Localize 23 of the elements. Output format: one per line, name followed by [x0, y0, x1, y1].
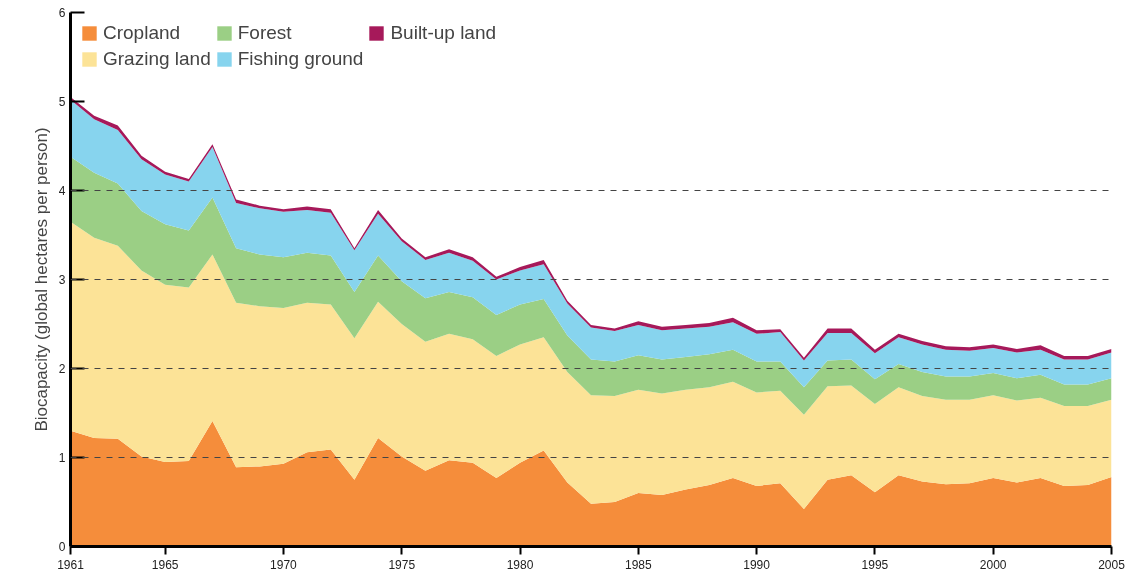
legend-label: Cropland: [103, 22, 181, 44]
y-tick-label: 3: [58, 273, 66, 287]
y-axis-title: Biocapacity (global hectares per person): [31, 127, 51, 432]
legend-label: Fishing ground: [237, 48, 364, 70]
x-tick-label: 1990: [743, 557, 771, 572]
x-tick-label: 1975: [388, 557, 416, 572]
y-tick-label: 4: [58, 184, 66, 198]
legend-label: Forest: [237, 22, 292, 44]
x-tick-label: 2005: [1098, 557, 1126, 572]
x-tick-label: 1980: [506, 557, 534, 572]
x-tick-label: 1995: [861, 557, 889, 572]
y-tick-label: 6: [58, 6, 66, 20]
legend-label: Grazing land: [103, 48, 211, 70]
x-tick-label: 1961: [57, 557, 85, 572]
y-tick-label: 1: [58, 451, 66, 465]
y-tick-label: 5: [58, 95, 66, 109]
legend-label: Built-up land: [390, 22, 497, 44]
y-tick-label: 2: [58, 362, 66, 376]
x-tick-label: 1985: [624, 557, 652, 572]
x-tick-label: 2000: [979, 557, 1007, 572]
x-tick-label: 1970: [270, 557, 298, 572]
y-tick-label: 0: [58, 540, 66, 554]
x-tick-label: 1965: [151, 557, 179, 572]
